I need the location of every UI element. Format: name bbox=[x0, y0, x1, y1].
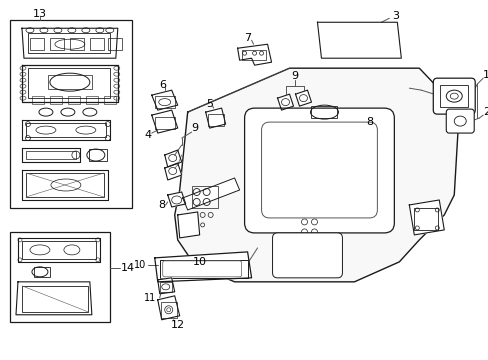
FancyBboxPatch shape bbox=[163, 261, 241, 277]
Bar bbox=[161, 302, 176, 318]
Text: 6: 6 bbox=[159, 80, 166, 90]
Polygon shape bbox=[151, 110, 177, 133]
Bar bbox=[26, 151, 76, 159]
Text: 5: 5 bbox=[206, 99, 213, 109]
Text: 14: 14 bbox=[121, 263, 135, 273]
Polygon shape bbox=[314, 128, 366, 155]
Text: 13: 13 bbox=[33, 9, 47, 19]
Text: 11: 11 bbox=[143, 293, 155, 303]
Bar bbox=[103, 96, 116, 104]
Bar bbox=[311, 106, 337, 118]
Bar bbox=[154, 117, 174, 129]
Bar bbox=[107, 38, 122, 50]
Text: 9: 9 bbox=[191, 123, 198, 133]
Bar bbox=[160, 260, 247, 278]
FancyBboxPatch shape bbox=[432, 78, 474, 114]
Text: 10: 10 bbox=[192, 257, 206, 267]
Bar bbox=[68, 96, 80, 104]
Bar bbox=[439, 85, 468, 107]
FancyBboxPatch shape bbox=[446, 109, 473, 133]
Polygon shape bbox=[164, 163, 182, 180]
Bar bbox=[30, 38, 44, 50]
Polygon shape bbox=[317, 22, 401, 58]
Bar bbox=[32, 96, 44, 104]
FancyBboxPatch shape bbox=[272, 233, 342, 278]
FancyBboxPatch shape bbox=[261, 122, 377, 218]
Bar bbox=[319, 140, 363, 152]
Polygon shape bbox=[237, 44, 271, 65]
Bar bbox=[34, 267, 50, 277]
Bar bbox=[26, 173, 103, 197]
Bar bbox=[154, 96, 174, 108]
Polygon shape bbox=[164, 150, 182, 167]
Text: 2: 2 bbox=[482, 107, 488, 117]
Polygon shape bbox=[18, 238, 100, 262]
Polygon shape bbox=[408, 200, 444, 235]
Polygon shape bbox=[158, 278, 174, 294]
Text: 4: 4 bbox=[144, 130, 151, 140]
Bar bbox=[90, 38, 103, 50]
Text: 8: 8 bbox=[158, 200, 165, 210]
FancyBboxPatch shape bbox=[244, 108, 393, 233]
Text: 1: 1 bbox=[482, 70, 488, 80]
Text: 7: 7 bbox=[244, 33, 251, 43]
Polygon shape bbox=[158, 296, 179, 320]
Polygon shape bbox=[295, 90, 311, 106]
Polygon shape bbox=[154, 252, 251, 282]
Polygon shape bbox=[167, 192, 185, 207]
Bar bbox=[28, 68, 110, 98]
Bar bbox=[28, 33, 110, 53]
Polygon shape bbox=[22, 170, 107, 200]
Polygon shape bbox=[151, 90, 177, 110]
Bar bbox=[413, 208, 437, 230]
Bar bbox=[26, 123, 105, 137]
Polygon shape bbox=[205, 108, 225, 128]
Bar bbox=[10, 20, 131, 208]
Bar bbox=[48, 75, 92, 89]
Polygon shape bbox=[16, 282, 92, 315]
Bar bbox=[22, 241, 96, 259]
Text: 8: 8 bbox=[365, 117, 372, 127]
Text: 10: 10 bbox=[133, 260, 145, 270]
Polygon shape bbox=[277, 94, 293, 110]
Polygon shape bbox=[174, 68, 458, 282]
Bar bbox=[89, 149, 106, 161]
Polygon shape bbox=[177, 212, 199, 238]
Text: 12: 12 bbox=[170, 320, 184, 330]
Polygon shape bbox=[22, 120, 110, 140]
Bar bbox=[22, 286, 88, 312]
Polygon shape bbox=[22, 28, 118, 58]
Text: 9: 9 bbox=[290, 71, 298, 81]
Bar bbox=[191, 186, 217, 208]
Polygon shape bbox=[22, 148, 80, 162]
Text: 3: 3 bbox=[391, 11, 398, 21]
Bar bbox=[70, 38, 83, 50]
Bar bbox=[50, 96, 62, 104]
Bar bbox=[241, 50, 265, 60]
Bar bbox=[86, 96, 98, 104]
Bar bbox=[50, 38, 64, 50]
Polygon shape bbox=[183, 178, 239, 210]
Polygon shape bbox=[22, 65, 118, 102]
Bar bbox=[207, 114, 223, 126]
Bar bbox=[10, 232, 110, 322]
Bar bbox=[160, 282, 171, 292]
